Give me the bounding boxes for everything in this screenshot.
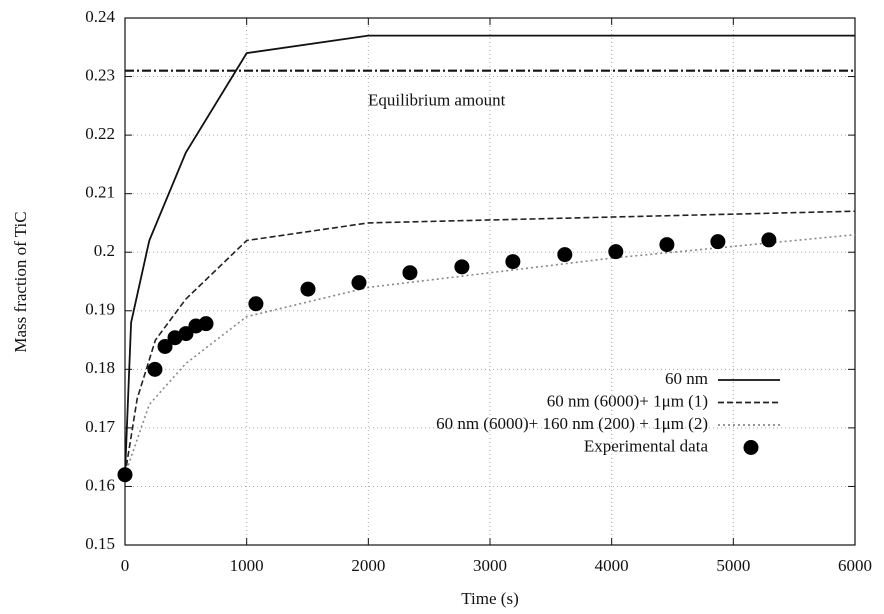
y-tick-label: 0.19 [85,300,115,319]
legend-label: 60 nm (6000)+ 1μm (1) [547,391,708,410]
plot-frame [124,17,856,546]
legend-marker [743,440,759,455]
y-tick-label: 0.23 [85,65,115,84]
data-point [402,265,418,281]
data-point [505,254,521,270]
data-point [710,234,726,250]
data-point [147,361,163,377]
data-point [198,316,214,332]
legend-label: Experimental data [584,436,709,455]
y-tick-label: 0.21 [85,183,115,202]
data-point [454,259,470,275]
data-point [248,296,264,312]
y-tick-label: 0.22 [85,124,115,143]
data-point [659,237,675,253]
y-tick-label: 0.16 [85,475,115,494]
y-tick-label: 0.24 [85,7,115,26]
data-point [608,244,624,260]
legend-label: 60 nm (6000)+ 160 nm (200) + 1μm (2) [436,414,708,433]
x-tick-label: 4000 [595,556,629,575]
data-point [761,232,777,248]
data-point [351,275,367,291]
x-tick-label: 0 [121,556,130,575]
y-tick-label: 0.17 [85,417,115,436]
x-tick-label: 6000 [838,556,872,575]
y-tick-label: 0.18 [85,358,115,377]
series-line [124,210,856,475]
data-point [117,467,133,483]
data-point [300,281,316,297]
series-line [124,233,856,475]
series-line [124,34,855,475]
x-axis-label: Time (s) [461,589,518,608]
x-tick-label: 3000 [473,556,507,575]
x-tick-label: 2000 [351,556,385,575]
reference-label: Equilibrium amount [368,91,506,110]
legend-label: 60 nm [665,369,708,388]
y-tick-label: 0.15 [85,534,115,553]
y-tick-label: 0.2 [94,241,115,260]
x-tick-label: 1000 [230,556,264,575]
x-tick-label: 5000 [716,556,750,575]
data-point [557,247,573,263]
data-point [157,338,173,354]
y-axis-label: Mass fraction of TiC [11,211,30,352]
